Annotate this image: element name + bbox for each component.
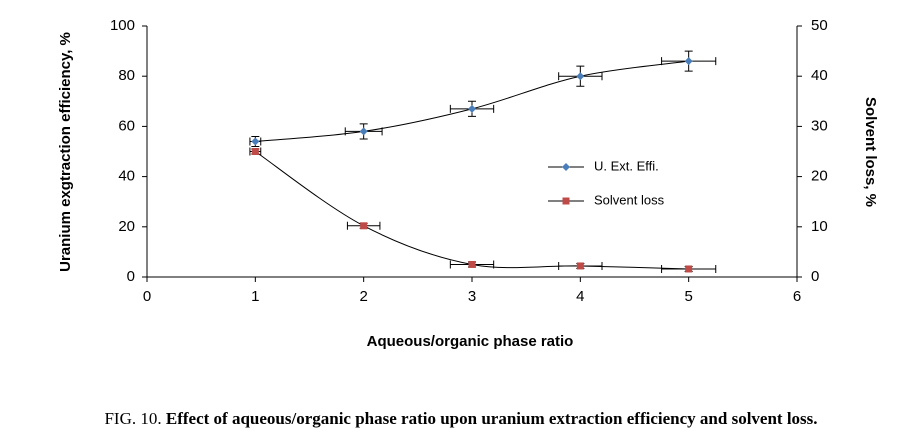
data-point: [684, 57, 693, 66]
x-tick-label: 1: [251, 288, 259, 305]
legend-label: Solvent loss: [594, 192, 665, 207]
y2-tick-label: 30: [811, 117, 828, 134]
caption-text: Effect of aqueous/organic phase ratio up…: [166, 409, 818, 428]
y2-tick-label: 40: [811, 67, 828, 84]
x-tick-label: 6: [793, 288, 801, 305]
x-tick-label: 4: [576, 288, 584, 305]
x-tick-label: 0: [143, 288, 151, 305]
y-tick-label: 0: [127, 268, 135, 285]
data-point: [251, 137, 260, 146]
y2-tick-label: 0: [811, 268, 819, 285]
data-point: [251, 148, 259, 155]
caption: FIG. 10. Effect of aqueous/organic phase…: [104, 409, 817, 428]
y-tick-label: 40: [118, 168, 135, 185]
legend-label: U. Ext. Effi.: [594, 158, 659, 173]
y2-tick-label: 50: [811, 17, 828, 34]
y-tick-label: 80: [118, 67, 135, 84]
data-point: [359, 127, 368, 136]
legend-marker: [562, 197, 570, 205]
x-tick-label: 5: [684, 288, 692, 305]
y-tick-label: 60: [118, 117, 135, 134]
y2-axis-label: Solvent loss, %: [862, 97, 879, 207]
data-point: [685, 265, 693, 273]
data-point: [576, 72, 585, 81]
y2-tick-label: 10: [811, 218, 828, 235]
x-tick-label: 3: [468, 288, 476, 305]
data-point: [360, 222, 368, 230]
y-tick-label: 100: [110, 17, 135, 34]
y-tick-label: 20: [118, 218, 135, 235]
y2-tick-label: 20: [811, 168, 828, 185]
caption-label: FIG. 10.: [104, 409, 161, 428]
legend-marker: [562, 163, 570, 171]
x-tick-label: 2: [359, 288, 367, 305]
x-axis-label: Aqueous/organic phase ratio: [367, 333, 574, 350]
data-point: [576, 262, 584, 270]
data-point: [468, 104, 476, 113]
data-point: [468, 260, 476, 268]
y-axis-label: Uranium exgtraction efficiency, %: [57, 32, 74, 272]
